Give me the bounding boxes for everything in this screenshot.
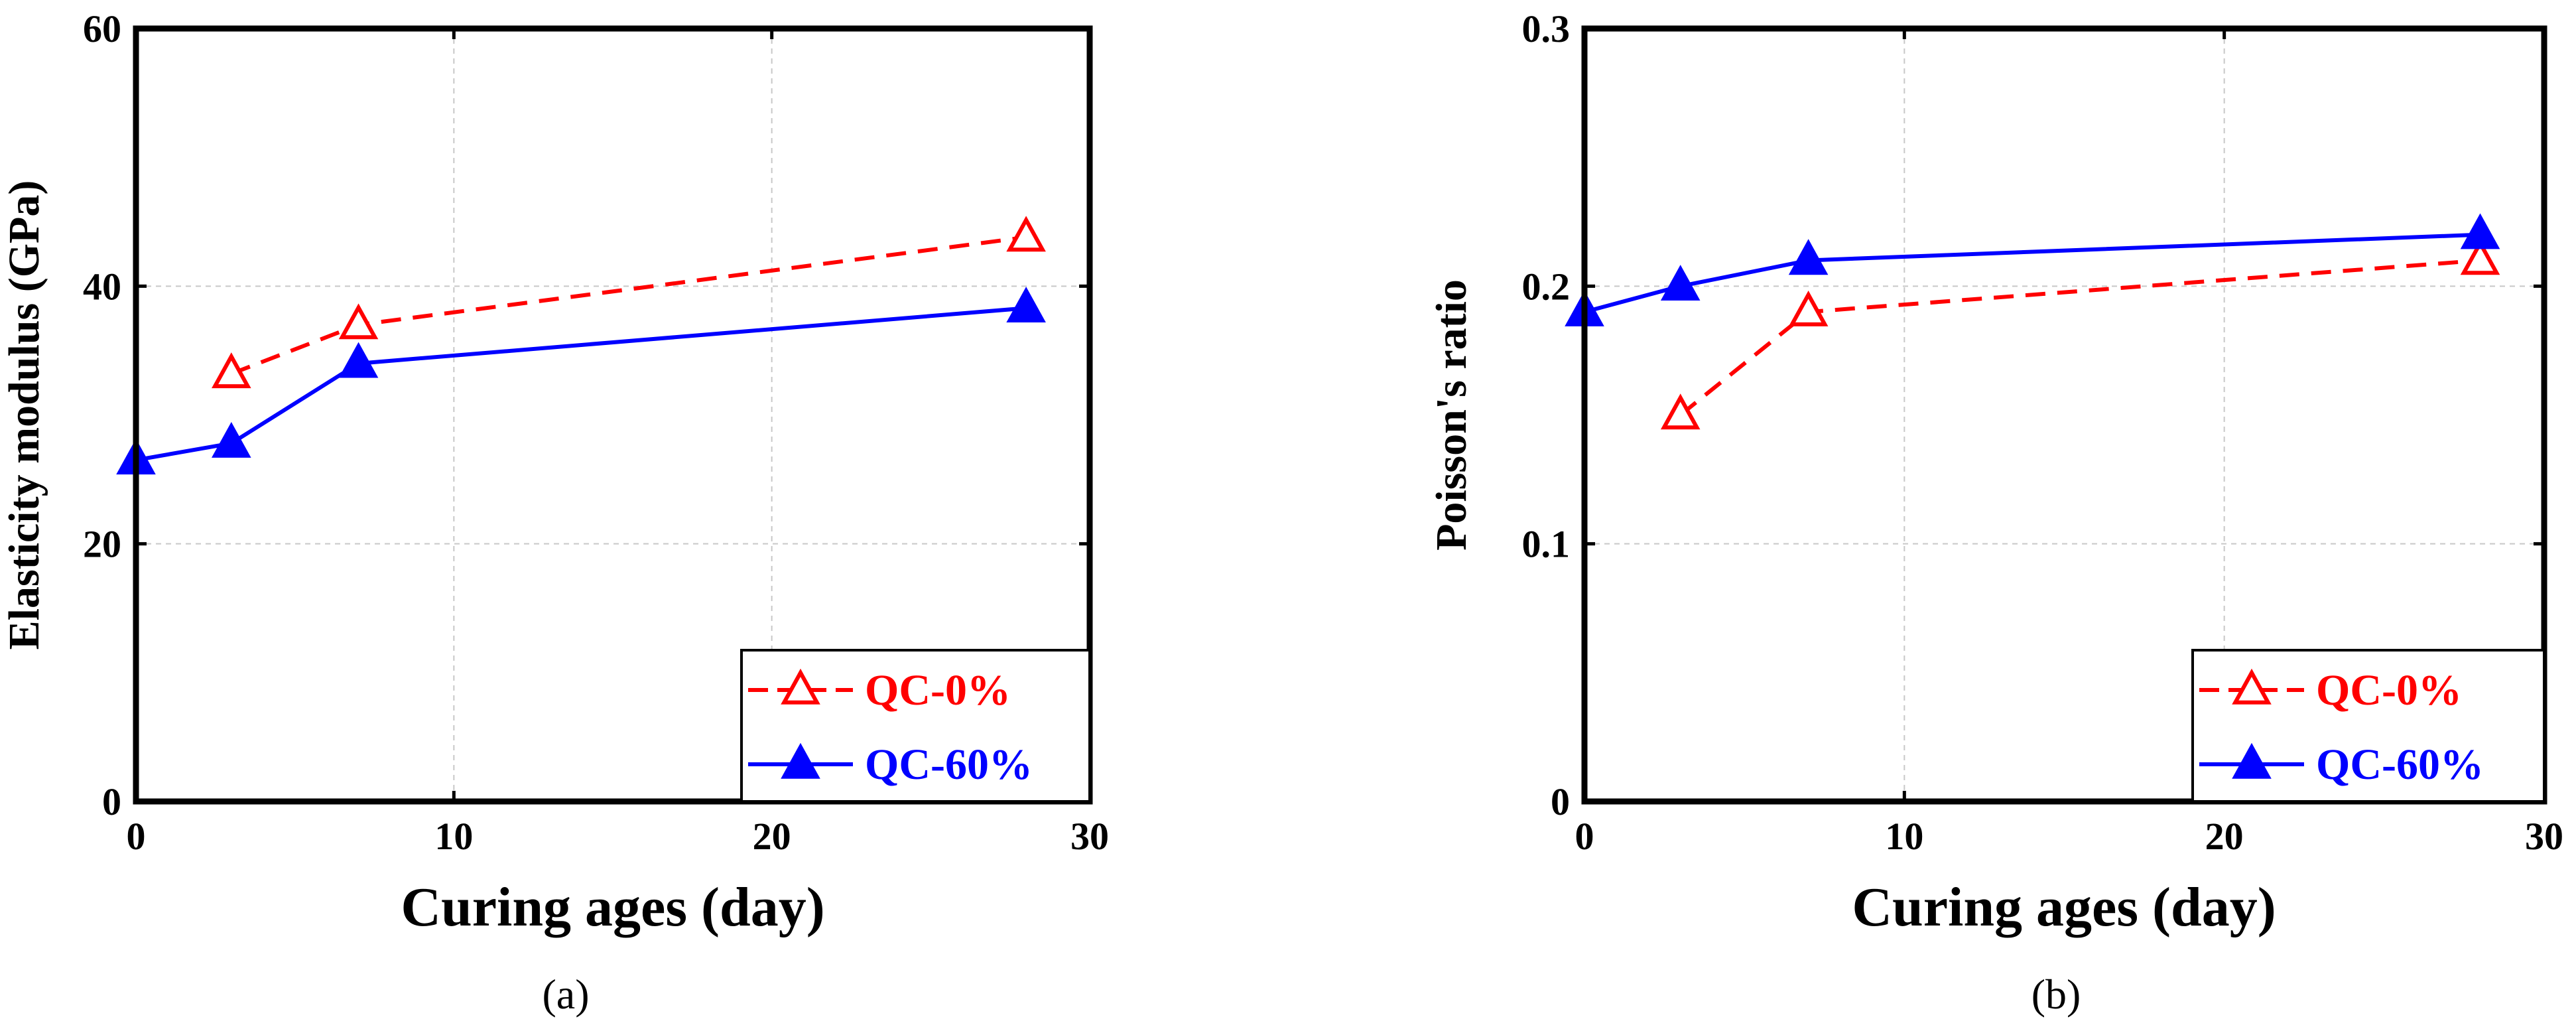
y-tick-label: 0.1: [1522, 523, 1571, 566]
chart-panel-b: 0 10 20 30 0 0.1 0.2 0.3 QC-0% QC-60% Curing ages …: [1427, 7, 2563, 1018]
data-point-qc-0pct: [1660, 393, 1701, 430]
y-tick-label: 40: [83, 265, 121, 308]
legend-label: QC-60%: [865, 740, 1033, 789]
panel-caption: (a): [542, 971, 589, 1018]
x-tick-label: 10: [434, 815, 473, 858]
data-point-qc-60pct: [212, 422, 251, 458]
series-line-qc-0pct: [1679, 258, 2480, 417]
data-point-qc-0pct: [212, 352, 251, 389]
y-axis-label: Poisson's ratio: [1427, 279, 1476, 551]
plot-frame: [133, 25, 1093, 805]
series-line-qc-60pct: [135, 306, 1027, 462]
x-tick-label: 30: [1070, 815, 1109, 858]
data-point-qc-0pct: [1006, 216, 1046, 252]
panel-caption: (b): [2031, 971, 2081, 1018]
chart-panel-a: 0 10 20 30 0 20 40 60 QC-0% QC-60% Curing ages (da…: [0, 7, 1109, 1018]
y-tick-label: 0.2: [1522, 265, 1571, 308]
legend-marker: [2232, 742, 2272, 779]
data-point-qc-0pct: [338, 303, 379, 340]
legend-marker: [781, 668, 820, 705]
x-tick-label: 20: [2205, 815, 2244, 858]
legend: QC-0% QC-60%: [2191, 649, 2545, 803]
series-line-qc-0pct: [230, 235, 1027, 376]
x-tick-label: 30: [2525, 815, 2563, 858]
legend-label: QC-0%: [865, 666, 1011, 715]
data-point-qc-60pct: [338, 342, 379, 378]
x-tick-label: 20: [753, 815, 791, 858]
plot-frame: [1581, 25, 2547, 805]
legend-marker: [781, 742, 820, 779]
data-point-qc-0pct: [2460, 239, 2500, 275]
legend-marker: [2232, 668, 2272, 705]
x-tick-label: 0: [127, 815, 146, 858]
data-point-qc-60pct: [1788, 239, 1829, 275]
y-tick-label: 0: [102, 780, 121, 823]
y-tick-label: 60: [83, 7, 121, 50]
x-axis-label: Curing ages (day): [1852, 876, 2276, 938]
series-line-qc-60pct: [1584, 232, 2480, 314]
data-point-qc-0pct: [1788, 290, 1829, 326]
y-tick-label: 0: [1551, 780, 1570, 823]
x-tick-label: 0: [1575, 815, 1594, 858]
x-axis-label: Curing ages (day): [401, 876, 824, 938]
data-point-qc-60pct: [2460, 213, 2500, 249]
data-point-qc-60pct: [1006, 287, 1046, 323]
x-tick-label: 10: [1885, 815, 1923, 858]
y-tick-label: 20: [83, 523, 121, 566]
data-point-qc-60pct: [1660, 265, 1701, 301]
legend-label: QC-60%: [2316, 740, 2484, 789]
legend-label: QC-0%: [2316, 666, 2462, 715]
legend: QC-0% QC-60%: [740, 649, 1091, 803]
y-axis-label: Elasticity modulus (GPa): [0, 180, 48, 650]
y-tick-label: 0.3: [1522, 7, 1571, 50]
